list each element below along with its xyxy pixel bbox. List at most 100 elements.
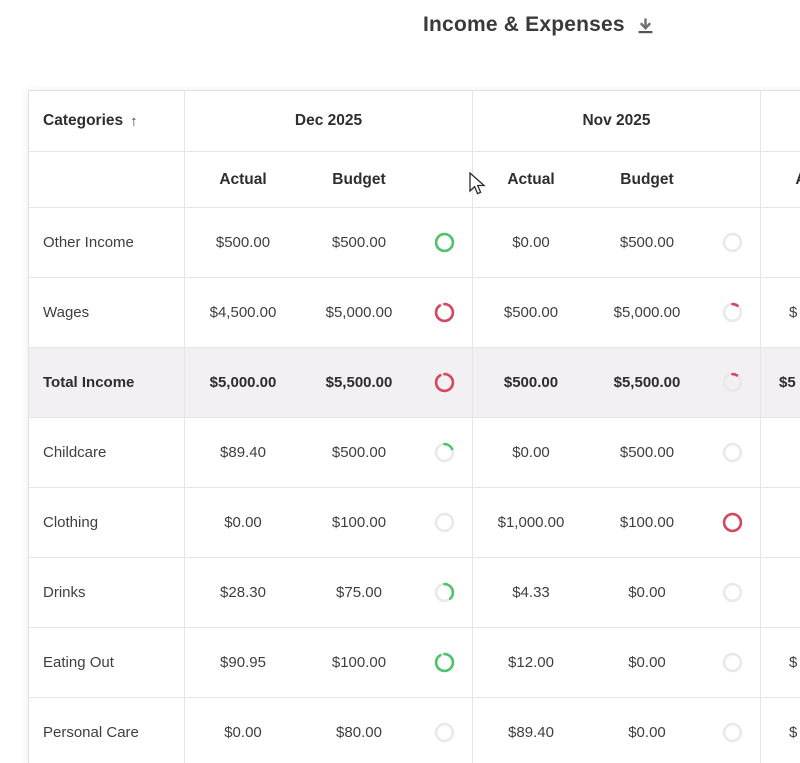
budget-cell: $100.00	[589, 488, 705, 558]
actual-subheader-nov: Actual	[473, 152, 589, 208]
actual-cell: $4.33	[473, 558, 589, 628]
income-expenses-table: Categories ↑ Dec 2025 Nov 2025 Actual Bu…	[28, 90, 800, 763]
ring-cell	[705, 348, 761, 418]
category-cell: Total Income	[29, 348, 185, 418]
budget-subheader-dec: Budget	[301, 152, 417, 208]
ring-cell	[417, 488, 473, 558]
ring-cell	[417, 418, 473, 488]
category-cell: Drinks	[29, 558, 185, 628]
budget-cell: $5,000.00	[301, 278, 417, 348]
progress-ring-icon	[434, 582, 455, 603]
progress-ring-icon	[434, 512, 455, 533]
progress-ring-icon	[434, 302, 455, 323]
actual-cell: $12.00	[473, 628, 589, 698]
actual-cell: $4,500.00	[185, 278, 301, 348]
budget-cell: $5,000.00	[589, 278, 705, 348]
actual-cell: $89.40	[185, 418, 301, 488]
category-cell: Wages	[29, 278, 185, 348]
ring-cell	[705, 278, 761, 348]
progress-ring-icon	[434, 442, 455, 463]
ring-cell	[417, 348, 473, 418]
ring-cell	[705, 208, 761, 278]
progress-ring-icon	[722, 232, 743, 253]
progress-ring-icon	[722, 582, 743, 603]
progress-ring-icon	[434, 652, 455, 673]
actual-cell: $500.00	[473, 278, 589, 348]
ring-cell	[417, 698, 473, 763]
actual-cell: $90.95	[185, 628, 301, 698]
download-icon[interactable]	[636, 16, 655, 35]
progress-ring-icon	[434, 722, 455, 743]
partial-actual-cell: $	[761, 628, 800, 698]
partial-actual-cell	[761, 558, 800, 628]
actual-cell: $500.00	[185, 208, 301, 278]
progress-ring-icon	[722, 302, 743, 323]
category-cell: Clothing	[29, 488, 185, 558]
progress-ring-icon	[434, 232, 455, 253]
budget-cell: $5,500.00	[301, 348, 417, 418]
progress-ring-icon	[722, 652, 743, 673]
actual-subheader-dec: Actual	[185, 152, 301, 208]
actual-cell: $0.00	[185, 698, 301, 763]
page-title: Income & Expenses	[423, 13, 625, 36]
budget-subheader-nov: Budget	[589, 152, 705, 208]
partial-actual-cell: $5	[761, 348, 800, 418]
table-grid: Categories ↑ Dec 2025 Nov 2025 Actual Bu…	[29, 91, 800, 763]
budget-cell: $100.00	[301, 628, 417, 698]
actual-cell: $5,000.00	[185, 348, 301, 418]
progress-ring-icon	[722, 512, 743, 533]
ring-cell	[417, 208, 473, 278]
month-header-dec: Dec 2025	[185, 91, 473, 152]
category-cell: Other Income	[29, 208, 185, 278]
actual-cell: $89.40	[473, 698, 589, 763]
ring-cell	[417, 628, 473, 698]
ring-cell	[417, 558, 473, 628]
actual-cell: $1,000.00	[473, 488, 589, 558]
progress-ring-icon	[722, 722, 743, 743]
ring-cell	[705, 628, 761, 698]
budget-cell: $500.00	[589, 418, 705, 488]
actual-cell: $0.00	[473, 418, 589, 488]
actual-subheader-next: Actual	[761, 152, 800, 208]
month-header-nov: Nov 2025	[473, 91, 761, 152]
mouse-cursor	[469, 172, 486, 195]
budget-cell: $0.00	[589, 698, 705, 763]
actual-cell: $0.00	[473, 208, 589, 278]
partial-actual-cell	[761, 208, 800, 278]
budget-cell: $500.00	[301, 208, 417, 278]
page-header: Income & Expenses	[423, 13, 655, 37]
budget-cell: $80.00	[301, 698, 417, 763]
partial-actual-cell: $	[761, 278, 800, 348]
category-cell: Eating Out	[29, 628, 185, 698]
budget-cell: $500.00	[301, 418, 417, 488]
budget-cell: $500.00	[589, 208, 705, 278]
categories-header[interactable]: Categories ↑	[29, 91, 185, 152]
empty-header-cell	[705, 152, 761, 208]
budget-cell: $0.00	[589, 558, 705, 628]
month-header-next	[761, 91, 800, 152]
ring-cell	[705, 698, 761, 763]
budget-cell: $5,500.00	[589, 348, 705, 418]
partial-actual-cell: $	[761, 698, 800, 763]
ring-cell	[705, 558, 761, 628]
ring-cell	[417, 278, 473, 348]
category-cell: Childcare	[29, 418, 185, 488]
actual-cell: $0.00	[185, 488, 301, 558]
budget-cell: $100.00	[301, 488, 417, 558]
progress-ring-icon	[722, 372, 743, 393]
empty-header-cell	[417, 152, 473, 208]
budget-cell: $75.00	[301, 558, 417, 628]
ring-cell	[705, 418, 761, 488]
ring-cell	[705, 488, 761, 558]
progress-ring-icon	[722, 442, 743, 463]
actual-cell: $28.30	[185, 558, 301, 628]
categories-header-label: Categories	[43, 112, 124, 129]
partial-actual-cell	[761, 488, 800, 558]
budget-cell: $0.00	[589, 628, 705, 698]
progress-ring-icon	[434, 372, 455, 393]
category-cell: Personal Care	[29, 698, 185, 763]
empty-header-cell	[29, 152, 185, 208]
partial-actual-cell	[761, 418, 800, 488]
actual-cell: $500.00	[473, 348, 589, 418]
